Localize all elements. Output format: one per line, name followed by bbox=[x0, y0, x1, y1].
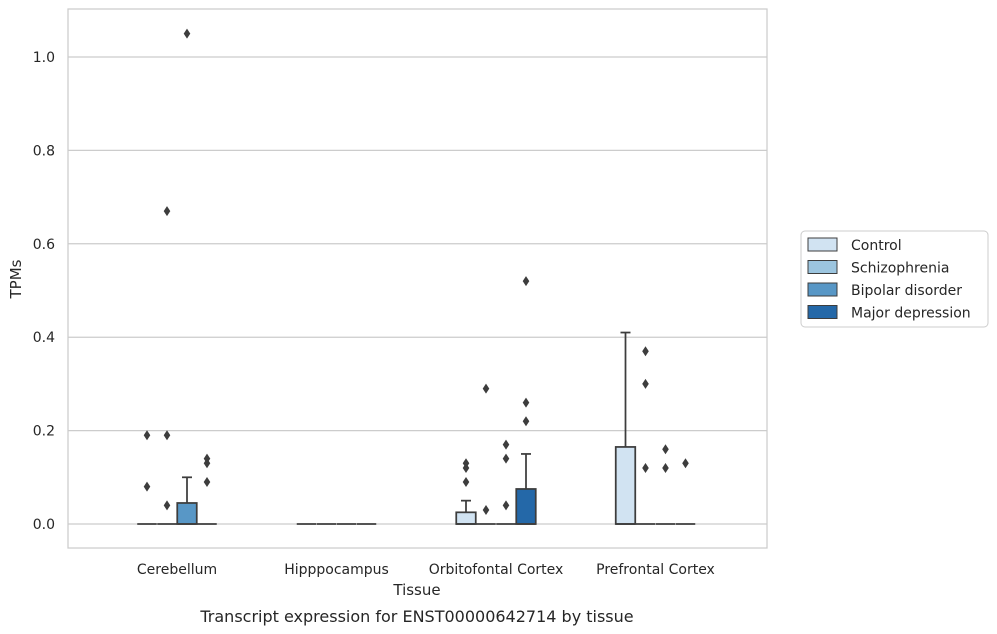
box-bipolar-disorder bbox=[655, 444, 676, 525]
box-schizophrenia bbox=[476, 383, 496, 525]
legend-frame bbox=[800, 230, 989, 328]
outlier-point bbox=[163, 430, 171, 441]
grid-lines bbox=[68, 56, 767, 525]
box-body bbox=[614, 446, 637, 525]
legend-swatch bbox=[807, 305, 838, 319]
box-major-depression bbox=[197, 453, 217, 525]
chart-caption: Transcript expression for ENST0000064271… bbox=[199, 607, 633, 626]
outlier-point bbox=[482, 504, 490, 515]
y-tick-label: 1.0 bbox=[33, 50, 55, 66]
legend-label: Major depression bbox=[851, 306, 971, 322]
outlier-point bbox=[642, 378, 649, 389]
outlier-point bbox=[143, 430, 151, 441]
y-axis-ticks: 0.0 0.2 0.4 0.6 0.8 1.0 bbox=[33, 50, 55, 533]
y-tick-label: 0.6 bbox=[33, 237, 55, 253]
legend-swatch bbox=[807, 260, 838, 274]
outlier-point bbox=[163, 500, 171, 511]
legend-swatch bbox=[807, 282, 838, 297]
box-major-depression bbox=[675, 458, 696, 525]
outlier-point bbox=[662, 444, 669, 455]
outlier-point bbox=[203, 453, 211, 464]
outlier-point bbox=[502, 439, 510, 450]
legend-label: Schizophrenia bbox=[851, 261, 949, 277]
legend-swatch bbox=[807, 237, 838, 252]
box-control bbox=[455, 458, 477, 525]
outlier-point bbox=[203, 476, 211, 487]
y-axis-label: TPMs bbox=[7, 259, 25, 299]
legend: Control Schizophrenia Bipolar disorder Majo… bbox=[800, 230, 989, 328]
y-tick-label: 0.8 bbox=[33, 143, 55, 159]
x-tick-label: Hipppocampus bbox=[284, 562, 389, 578]
box-control bbox=[137, 430, 157, 525]
outlier-point bbox=[682, 458, 689, 469]
box-bipolar-disorder bbox=[496, 439, 516, 525]
outlier-point bbox=[502, 453, 510, 464]
box-control bbox=[614, 331, 637, 525]
y-tick-label: 0.2 bbox=[33, 424, 55, 440]
x-axis-ticks: Cerebellum Hipppocampus Orbitofontal Corte… bbox=[137, 562, 715, 578]
box-major-depression bbox=[515, 276, 537, 525]
box-bipolar-disorder bbox=[176, 28, 198, 525]
outlier-point bbox=[642, 462, 649, 473]
outlier-point bbox=[502, 500, 510, 511]
outlier-point bbox=[482, 383, 490, 394]
outlier-point bbox=[143, 481, 151, 492]
box-schizophrenia bbox=[157, 206, 177, 525]
y-tick-label: 0.4 bbox=[33, 330, 55, 346]
outlier-point bbox=[522, 416, 530, 427]
box-body bbox=[176, 502, 198, 525]
outlier-point bbox=[183, 28, 191, 39]
box-schizophrenia bbox=[635, 346, 656, 525]
outlier-point bbox=[522, 397, 530, 408]
outlier-point bbox=[462, 458, 470, 469]
box-body bbox=[455, 511, 477, 525]
x-axis-label: Tissue bbox=[392, 581, 440, 599]
x-tick-label: Orbitofontal Cortex bbox=[429, 562, 564, 578]
x-tick-label: Prefrontal Cortex bbox=[596, 562, 715, 578]
outlier-point bbox=[163, 206, 171, 217]
boxes-layer bbox=[137, 28, 696, 525]
legend-label: Bipolar disorder bbox=[851, 283, 962, 299]
x-tick-label: Cerebellum bbox=[137, 562, 217, 578]
outlier-point bbox=[642, 346, 649, 357]
outlier-point bbox=[462, 476, 470, 487]
y-tick-label: 0.0 bbox=[33, 517, 55, 533]
legend-label: Control bbox=[851, 238, 902, 254]
outlier-point bbox=[662, 462, 669, 473]
outlier-point bbox=[522, 276, 530, 287]
box-body bbox=[515, 488, 537, 525]
plot-frame bbox=[67, 8, 768, 549]
